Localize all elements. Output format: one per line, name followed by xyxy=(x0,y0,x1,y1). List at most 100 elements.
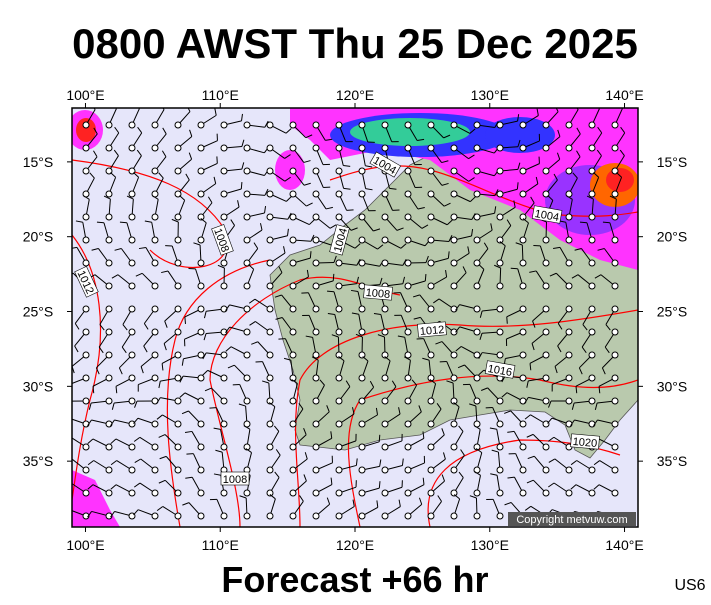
barb-station xyxy=(520,375,526,381)
barb-station xyxy=(198,168,204,174)
barb-station xyxy=(566,490,572,496)
barb-station xyxy=(428,352,434,358)
barb-station xyxy=(336,168,342,174)
barb-station xyxy=(497,421,503,427)
barb-station xyxy=(474,237,480,243)
barb-station xyxy=(313,513,319,519)
barb-station xyxy=(221,444,227,450)
barb-flag xyxy=(507,317,508,324)
barb-station xyxy=(313,444,319,450)
barb-station xyxy=(267,237,273,243)
barb-station xyxy=(313,214,319,220)
barb-flag xyxy=(65,437,71,441)
barb-station xyxy=(497,168,503,174)
barb-station xyxy=(313,421,319,427)
barb-flag xyxy=(379,435,380,442)
barb-station xyxy=(290,513,296,519)
lon-label: 120°E xyxy=(336,537,374,553)
barb-station xyxy=(267,513,273,519)
barb-station xyxy=(428,260,434,266)
barb-station xyxy=(83,375,89,381)
barb-station xyxy=(175,283,181,289)
barb-station xyxy=(83,168,89,174)
barb-flag xyxy=(580,222,587,223)
barb-station xyxy=(290,306,296,312)
isobar-label: 1020 xyxy=(570,434,599,450)
barb-station xyxy=(359,444,365,450)
barb-station xyxy=(198,398,204,404)
barb-station xyxy=(129,398,135,404)
barb-station xyxy=(244,168,250,174)
barb-station xyxy=(83,352,89,358)
barb-station xyxy=(405,490,411,496)
barb-station xyxy=(428,467,434,473)
barb-station xyxy=(382,398,388,404)
barb-station xyxy=(589,306,595,312)
barb-station xyxy=(106,306,112,312)
barb-station xyxy=(566,168,572,174)
barb-station xyxy=(612,145,618,151)
lat-label: 25°S xyxy=(657,304,688,320)
barb-station xyxy=(428,237,434,243)
barb-station xyxy=(106,467,112,473)
barb-flag xyxy=(185,317,186,324)
map-area: Copyright metvuw.com 1004100410041008101… xyxy=(64,104,640,527)
lon-label: 120°E xyxy=(336,87,374,103)
barb-station xyxy=(175,145,181,151)
barb-station xyxy=(336,191,342,197)
lon-label: 130°E xyxy=(471,537,509,553)
barb-station xyxy=(451,168,457,174)
barb-station xyxy=(313,145,319,151)
barb-station xyxy=(198,513,204,519)
barb-station xyxy=(612,191,618,197)
isobar-label: 1008 xyxy=(221,472,249,486)
barb-station xyxy=(589,329,595,335)
barb-station xyxy=(382,122,388,128)
barb-station xyxy=(267,467,273,473)
barb-station xyxy=(451,237,457,243)
lat-label: 35°S xyxy=(23,453,54,469)
barb-station xyxy=(244,283,250,289)
barb-station xyxy=(543,168,549,174)
barb-station xyxy=(175,421,181,427)
barb-station xyxy=(244,352,250,358)
barb-station xyxy=(612,421,618,427)
barb-flag xyxy=(327,291,334,292)
barb-station xyxy=(221,260,227,266)
barb-station xyxy=(267,421,273,427)
barb-flag xyxy=(65,401,68,408)
barb-station xyxy=(359,145,365,151)
barb-station xyxy=(152,122,158,128)
barb-station xyxy=(451,490,457,496)
barb-station xyxy=(244,122,250,128)
barb-station xyxy=(106,214,112,220)
barb-station xyxy=(175,467,181,473)
barb-station xyxy=(244,306,250,312)
barb-station xyxy=(244,191,250,197)
barb-station xyxy=(612,122,618,128)
barb-station xyxy=(83,260,89,266)
barb-flag xyxy=(120,222,127,223)
barb-station xyxy=(313,237,319,243)
barb-station xyxy=(129,214,135,220)
barb-station xyxy=(428,490,434,496)
barb-station xyxy=(198,122,204,128)
barb-station xyxy=(267,306,273,312)
barb-station xyxy=(336,145,342,151)
barb-station xyxy=(428,191,434,197)
barb-station xyxy=(129,352,135,358)
barb-station xyxy=(129,329,135,335)
barb-station xyxy=(175,375,181,381)
barb-station xyxy=(566,122,572,128)
barb-station xyxy=(612,444,618,450)
barb-station xyxy=(589,375,595,381)
barb-station xyxy=(428,145,434,151)
barb-station xyxy=(244,490,250,496)
barb-station xyxy=(497,398,503,404)
barb-station xyxy=(290,467,296,473)
barb-station xyxy=(198,191,204,197)
isobar-value: 1008 xyxy=(365,287,390,301)
barb-station xyxy=(543,352,549,358)
barb-station xyxy=(290,145,296,151)
barb-station xyxy=(313,490,319,496)
